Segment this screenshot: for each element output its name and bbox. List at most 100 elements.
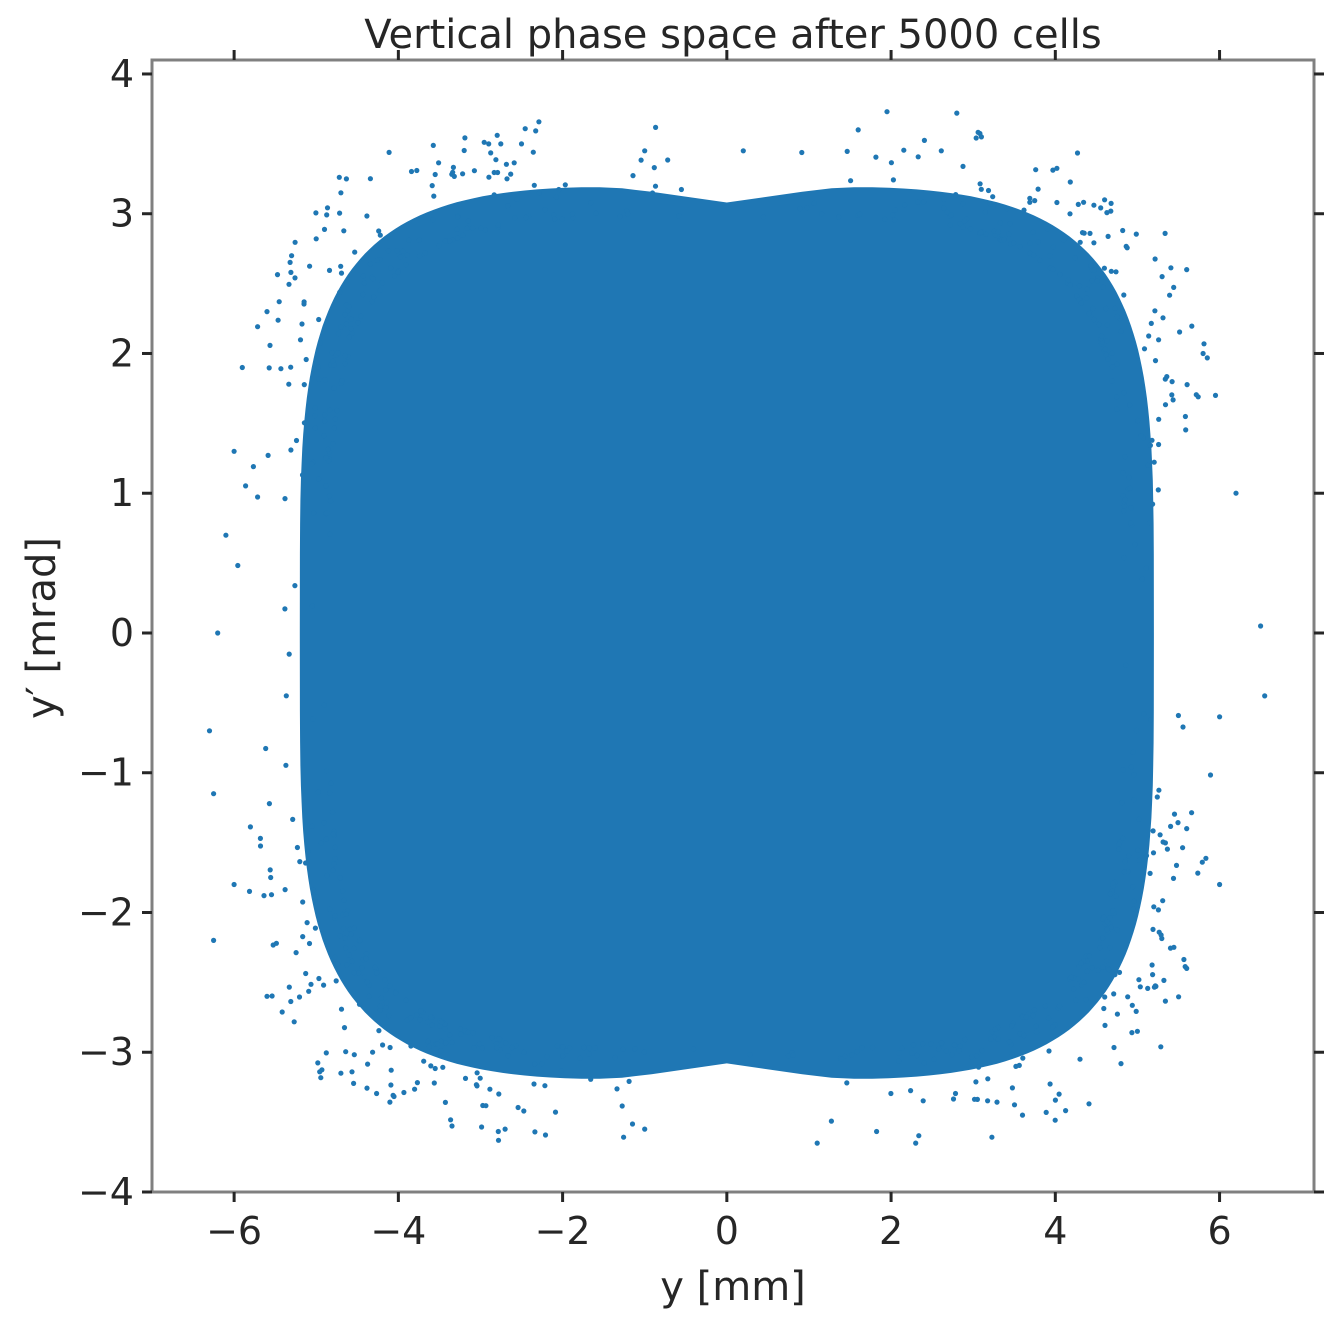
- scatter-point: [417, 1017, 423, 1023]
- scatter-point: [408, 1015, 414, 1021]
- scatter-point: [944, 209, 950, 215]
- scatter-point: [283, 693, 289, 699]
- scatter-point: [460, 232, 466, 238]
- scatter-point: [1122, 454, 1128, 460]
- scatter-point: [323, 455, 329, 461]
- scatter-point: [1167, 945, 1174, 951]
- scatter-point: [1161, 977, 1167, 984]
- scatter-point: [378, 995, 384, 1001]
- y-tick-label: 0: [110, 611, 134, 655]
- scatter-point: [343, 945, 349, 951]
- scatter-point: [461, 147, 467, 154]
- scatter-point: [1078, 300, 1084, 306]
- scatter-point: [266, 365, 272, 371]
- scatter-point: [377, 287, 383, 293]
- scatter-point: [1017, 244, 1023, 250]
- scatter-point: [1118, 1061, 1124, 1067]
- scatter-point: [1101, 265, 1107, 271]
- scatter-point: [1168, 823, 1174, 830]
- scatter-point: [790, 1052, 796, 1058]
- scatter-point: [990, 204, 996, 210]
- scatter-point: [1057, 271, 1063, 278]
- scatter-point: [312, 405, 318, 411]
- scatter-point: [1046, 1048, 1052, 1054]
- scatter-point: [558, 1068, 565, 1074]
- scatter-point: [1100, 284, 1106, 290]
- scatter-point: [916, 1133, 922, 1139]
- scatter-point: [235, 562, 241, 569]
- scatter-point: [1158, 932, 1164, 938]
- scatter-point: [401, 1089, 407, 1096]
- scatter-point: [1114, 394, 1120, 400]
- scatter-point: [408, 168, 415, 175]
- scatter-core-region: [299, 187, 1154, 1079]
- scatter-point: [432, 171, 438, 178]
- scatter-point: [316, 376, 322, 382]
- scatter-point: [1138, 433, 1144, 439]
- scatter-point: [255, 494, 261, 500]
- scatter-point: [1195, 870, 1201, 876]
- scatter-point: [859, 1045, 865, 1051]
- y-tick-label: −4: [78, 1170, 134, 1214]
- scatter-point: [1079, 230, 1086, 236]
- scatter-point: [400, 248, 406, 254]
- scatter-point: [799, 149, 805, 156]
- chart-title: Vertical phase space after 5000 cells: [364, 12, 1101, 58]
- scatter-point: [960, 224, 966, 230]
- scatter-point: [327, 531, 333, 538]
- scatter-point: [428, 1063, 434, 1069]
- scatter-point: [496, 1036, 502, 1042]
- scatter-point: [1171, 811, 1178, 817]
- scatter-point: [342, 352, 348, 359]
- scatter-point: [1075, 201, 1081, 207]
- scatter-point: [619, 1103, 625, 1109]
- scatter-point: [288, 998, 294, 1005]
- scatter-point: [255, 324, 261, 330]
- scatter-point: [306, 940, 313, 947]
- x-axis: −6 −4 −2 0 2 4 6: [206, 50, 1232, 1253]
- scatter-point: [921, 137, 928, 143]
- scatter-point: [642, 1126, 648, 1132]
- scatter-point: [938, 148, 944, 154]
- scatter-point: [1062, 234, 1068, 240]
- scatter-point: [331, 385, 337, 391]
- scatter-point: [395, 269, 401, 275]
- scatter-point: [629, 1121, 636, 1127]
- scatter-point: [337, 933, 343, 939]
- scatter-point: [327, 498, 334, 504]
- scatter-point: [1091, 202, 1097, 208]
- scatter-point: [973, 1079, 979, 1085]
- scatter-point: [908, 1088, 914, 1094]
- scatter-point: [1027, 195, 1033, 201]
- scatter-point: [1006, 1039, 1013, 1045]
- scatter-point: [977, 181, 983, 187]
- y-tick-label: 2: [110, 331, 134, 375]
- scatter-point: [425, 1038, 431, 1044]
- scatter-point: [1104, 210, 1110, 216]
- scatter-point: [451, 173, 457, 179]
- scatter-point: [592, 1045, 598, 1051]
- scatter-point: [296, 994, 303, 1000]
- scatter-point: [1110, 908, 1116, 914]
- scatter-point: [351, 970, 357, 976]
- scatter-point: [1050, 167, 1056, 173]
- scatter-point: [1031, 1007, 1038, 1013]
- scatter-point: [309, 603, 315, 609]
- scatter-point: [329, 809, 336, 815]
- scatter-point: [471, 168, 477, 174]
- scatter-point: [804, 205, 810, 211]
- scatter-point: [1020, 1014, 1026, 1020]
- scatter-point: [1116, 841, 1122, 847]
- scatter-point: [1129, 1002, 1135, 1008]
- scatter-point: [312, 425, 318, 431]
- scatter-point: [920, 1041, 926, 1047]
- scatter-point: [211, 791, 217, 797]
- scatter-point: [1102, 197, 1108, 203]
- scatter-point: [436, 243, 442, 249]
- scatter-point: [250, 464, 256, 470]
- scatter-point: [1086, 1101, 1092, 1107]
- scatter-point: [1169, 392, 1175, 398]
- scatter-point: [1149, 437, 1155, 443]
- scatter-point: [536, 119, 542, 125]
- scatter-point: [1217, 714, 1223, 720]
